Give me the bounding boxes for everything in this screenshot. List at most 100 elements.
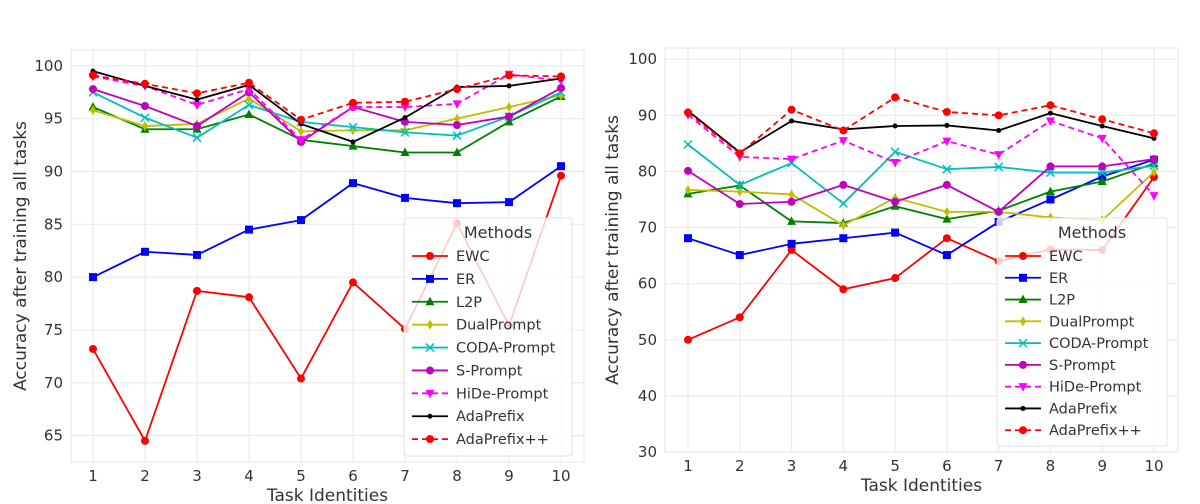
series-line (687, 158, 1155, 213)
data-point (1151, 135, 1157, 141)
series-adaprefix- (89, 71, 565, 124)
legend-label: ER (456, 272, 475, 288)
series-line (92, 70, 562, 143)
data-point (996, 127, 1002, 133)
data-point (504, 116, 514, 126)
data-point (400, 103, 410, 113)
y-tick-label: 100 (34, 57, 63, 75)
legend-marker (425, 296, 435, 306)
data-point (89, 71, 97, 80)
y-tick-label: 50 (638, 331, 657, 349)
series-coda-prompt (683, 139, 1159, 208)
data-point (787, 197, 796, 206)
data-point (401, 117, 409, 126)
data-point (735, 313, 744, 322)
data-point (787, 246, 796, 254)
data-point (787, 216, 797, 225)
x-tick-label: 5 (296, 467, 306, 485)
data-point (298, 126, 304, 137)
series-line (687, 158, 1155, 256)
legend-item: ER (1005, 271, 1068, 287)
data-point (89, 85, 97, 94)
data-point (141, 101, 149, 110)
legend-marker (1018, 294, 1028, 304)
data-point (348, 141, 358, 150)
data-point (1150, 155, 1158, 164)
data-point (557, 72, 565, 81)
x-tick-label: 8 (1046, 457, 1056, 475)
data-point (401, 97, 409, 106)
data-point (1150, 129, 1158, 138)
legend-label: S-Prompt (1049, 358, 1116, 374)
legend-marker (427, 413, 433, 419)
legend-marker (425, 343, 435, 353)
data-point (349, 179, 357, 188)
data-point (839, 126, 848, 135)
chart-left: 65 70 75 80 85 90 95 100 1 2 3 4 5 6 7 8 9 10 Task Identit… (11, 49, 585, 504)
data-point (193, 250, 201, 259)
data-point (89, 273, 97, 282)
data-point (140, 113, 150, 123)
legend-item: DualPrompt (1005, 314, 1135, 330)
legend-item: AdaPrefix (412, 409, 525, 425)
data-point (787, 105, 796, 114)
data-point (684, 234, 692, 243)
legend-item: EWC (412, 249, 490, 265)
legend-item: ER (412, 272, 475, 288)
data-point (452, 147, 462, 156)
data-point (193, 286, 201, 295)
data-point (1047, 110, 1053, 116)
y-tick-label: 75 (44, 321, 63, 339)
legend-item: EWC (1005, 249, 1083, 265)
legend-marker (1020, 316, 1026, 327)
x-tick-label: 5 (890, 457, 900, 475)
legend-label: AdaPrefix (1049, 401, 1118, 417)
data-point (244, 85, 254, 95)
data-point (942, 180, 951, 189)
series-er (89, 162, 565, 282)
legend-label: DualPrompt (1049, 314, 1135, 330)
data-point (452, 131, 462, 141)
legend-marker (426, 366, 434, 375)
data-point (994, 207, 1003, 216)
data-point (557, 171, 565, 180)
series-er (684, 155, 1158, 260)
data-point (1046, 101, 1055, 110)
x-tick-label: 7 (400, 467, 410, 485)
data-point (453, 121, 461, 130)
legend-box (403, 217, 573, 457)
series-s-prompt (684, 155, 1158, 216)
data-point (1045, 186, 1055, 196)
y-tick-label: 70 (638, 219, 657, 237)
legend-label: S-Prompt (456, 363, 523, 379)
legend-marker (426, 435, 434, 444)
legend-marker (427, 319, 433, 330)
legend-item: CODA-Prompt (1005, 336, 1149, 352)
x-tick-label: 4 (839, 457, 849, 475)
x-axis-label: Task Identities (860, 476, 982, 496)
legend: Methods EWC ER L2P DualPrompt CODA-Prompt S-Pr… (996, 217, 1168, 447)
data-point (349, 278, 357, 287)
data-point (192, 101, 202, 110)
legend-marker (1018, 383, 1028, 392)
legend-marker (425, 389, 435, 399)
data-point (244, 100, 254, 110)
series-line (92, 95, 562, 154)
data-point (246, 93, 252, 104)
legend-label: L2P (456, 295, 482, 311)
legend-label: CODA-Prompt (456, 341, 556, 357)
data-point (297, 115, 305, 124)
legend-label: EWC (456, 249, 490, 265)
data-point (349, 98, 357, 107)
data-point (890, 147, 900, 157)
legend-item: DualPrompt (412, 318, 542, 334)
legend-title: Methods (1058, 223, 1126, 242)
data-point (192, 133, 202, 143)
data-point (685, 184, 691, 195)
x-tick-label: 8 (452, 467, 462, 485)
data-point (402, 115, 408, 121)
series-line (687, 143, 1155, 205)
data-point (684, 335, 692, 344)
legend: Methods EWC ER L2P DualPrompt CODA-Prompt S-Pr… (403, 217, 573, 457)
